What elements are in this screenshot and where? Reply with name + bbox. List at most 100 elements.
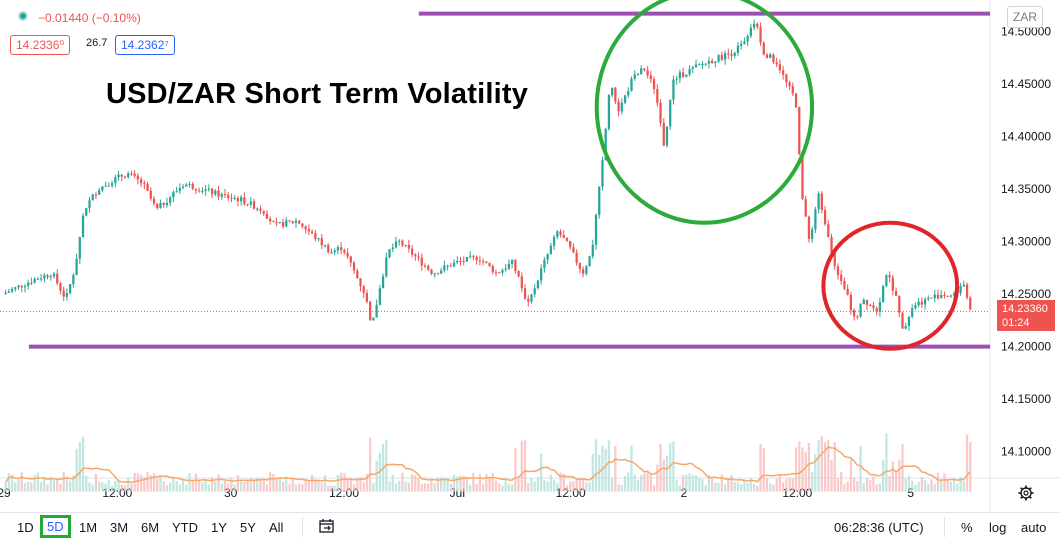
- candle-body: [249, 201, 252, 205]
- volume-bar: [417, 477, 420, 492]
- candle-body: [46, 275, 49, 277]
- candle-body: [227, 194, 230, 198]
- candle-body: [601, 160, 604, 187]
- candle-body: [65, 293, 69, 297]
- candle-body: [130, 173, 133, 175]
- candle-body: [762, 42, 765, 55]
- candle-body: [420, 257, 423, 266]
- timeframe-6m[interactable]: 6M: [141, 520, 160, 535]
- candle-body: [846, 288, 849, 295]
- volume-bar: [388, 481, 391, 492]
- candle-body: [30, 282, 33, 284]
- volume-bar: [262, 479, 265, 492]
- volume-bar: [762, 448, 765, 492]
- volume-bar: [104, 483, 107, 492]
- candle-body: [85, 208, 88, 216]
- volume-bar: [169, 482, 172, 492]
- volume-bar: [310, 474, 314, 492]
- y-tick-label: 14.50000: [1001, 25, 1051, 39]
- volume-bar: [91, 484, 94, 492]
- volume-bar: [185, 484, 188, 492]
- candle-body: [623, 95, 627, 103]
- market-status-dot: [18, 11, 28, 21]
- timeframe-1d[interactable]: 1D: [17, 520, 34, 535]
- volume-bar: [749, 478, 752, 492]
- volume-bar: [146, 472, 149, 492]
- candle-body: [178, 187, 181, 192]
- volume-bar: [898, 459, 901, 492]
- timeframe-1m[interactable]: 1M: [79, 520, 98, 535]
- volume-bar: [107, 480, 110, 492]
- y-tick-label: 14.10000: [1001, 445, 1051, 459]
- percent-toggle[interactable]: %: [961, 520, 973, 535]
- candle-body: [443, 265, 446, 271]
- utc-clock[interactable]: 06:28:36 (UTC): [834, 520, 924, 535]
- volume-bar: [459, 475, 462, 492]
- volume-bar: [523, 439, 527, 492]
- candle-body: [675, 78, 678, 80]
- candle-body: [417, 256, 420, 258]
- candle-body: [469, 256, 472, 258]
- currency-badge[interactable]: ZAR: [1007, 6, 1043, 28]
- timeframe-5y[interactable]: 5Y: [240, 520, 256, 535]
- volume-bar: [436, 477, 440, 492]
- volume-bar: [907, 475, 911, 492]
- candle-body: [581, 269, 585, 274]
- settings-gear-icon[interactable]: [1018, 485, 1034, 501]
- candle-body: [314, 233, 317, 240]
- candle-body: [246, 204, 249, 206]
- volume-bar: [152, 473, 156, 492]
- candle-body: [236, 198, 240, 202]
- volume-bar: [817, 440, 820, 492]
- volume-bar: [201, 482, 204, 492]
- volume-bar: [620, 485, 623, 492]
- candle-body: [807, 216, 811, 239]
- volume-bar: [14, 482, 17, 492]
- candle-body: [388, 249, 391, 258]
- volume-bar: [114, 480, 117, 492]
- volume-bar: [707, 474, 711, 492]
- candle-body: [49, 276, 52, 278]
- buy-price-button[interactable]: 14.2362⁷: [115, 35, 175, 55]
- candle-body: [10, 289, 14, 292]
- volume-bar: [685, 474, 688, 492]
- auto-toggle[interactable]: auto: [1021, 520, 1047, 535]
- candle-body: [720, 55, 723, 60]
- candle-body: [911, 308, 914, 317]
- timeframe-all[interactable]: All: [269, 520, 284, 535]
- date-range-icon[interactable]: [318, 517, 336, 538]
- candle-body: [214, 190, 217, 195]
- timeframe-5d[interactable]: 5D: [40, 515, 71, 538]
- candle-body: [811, 229, 814, 239]
- volume-bar: [391, 474, 394, 492]
- timeframe-1y[interactable]: 1Y: [211, 520, 227, 535]
- log-toggle[interactable]: log: [989, 520, 1007, 535]
- volume-bar: [256, 477, 259, 492]
- sell-price-button[interactable]: 14.2336⁰: [10, 35, 71, 55]
- candle-body: [643, 68, 646, 71]
- volume-bar: [775, 478, 778, 492]
- candle-body: [798, 107, 801, 155]
- candle-body: [488, 262, 491, 267]
- volume-bar: [94, 473, 98, 492]
- volume-bar: [911, 480, 914, 492]
- toolbar-divider: [944, 517, 945, 537]
- volume-bar: [878, 483, 882, 492]
- candle-body: [256, 208, 259, 210]
- volume-bar: [514, 448, 517, 492]
- candle-body: [381, 276, 385, 289]
- candle-body: [604, 128, 607, 161]
- timeframe-3m[interactable]: 3M: [110, 520, 129, 535]
- candle-body: [907, 316, 911, 327]
- candle-body: [278, 221, 281, 223]
- candle-body: [288, 220, 291, 222]
- volume-bar: [843, 484, 846, 492]
- candle-body: [485, 261, 488, 263]
- candle-body: [533, 288, 536, 295]
- volume-bar: [59, 483, 62, 492]
- volume-bar: [862, 482, 865, 492]
- volume-bar: [359, 476, 362, 492]
- timeframe-ytd[interactable]: YTD: [172, 520, 198, 535]
- volume-bar: [210, 477, 214, 492]
